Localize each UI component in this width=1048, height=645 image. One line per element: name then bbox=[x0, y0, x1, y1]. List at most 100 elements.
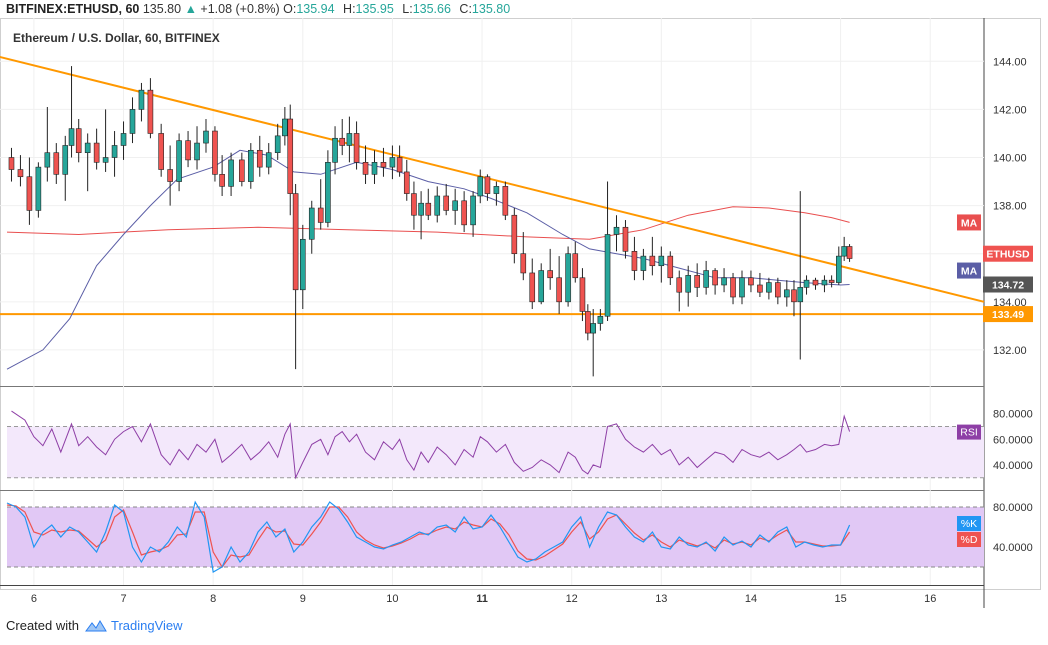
candle bbox=[622, 220, 629, 259]
stochastic-y-tick-label: 80.0000 bbox=[993, 502, 1033, 514]
price-label-box bbox=[957, 214, 981, 231]
candle-body bbox=[185, 140, 191, 161]
candle-body bbox=[502, 186, 509, 216]
candle-body bbox=[203, 130, 209, 144]
candle bbox=[371, 150, 378, 184]
stochastic-d-label: %D bbox=[961, 534, 978, 546]
candle-body bbox=[821, 279, 828, 286]
candle-body bbox=[565, 253, 571, 303]
candle bbox=[784, 280, 790, 307]
candle-body bbox=[484, 176, 491, 194]
candle bbox=[287, 104, 294, 216]
candle-body bbox=[511, 214, 518, 255]
x-tick-label: 12 bbox=[566, 593, 578, 605]
candle-body bbox=[520, 253, 527, 274]
open-label: O: bbox=[283, 2, 297, 16]
candle-body bbox=[434, 195, 441, 216]
price-label-ma: MA bbox=[961, 266, 978, 278]
candle-body bbox=[111, 145, 118, 158]
candle-body bbox=[176, 140, 182, 182]
price-label-box bbox=[983, 245, 1033, 262]
candle bbox=[44, 106, 51, 182]
candle-body bbox=[676, 277, 683, 293]
high-label: H: bbox=[343, 2, 356, 16]
candle-body bbox=[138, 89, 145, 110]
candle-body bbox=[292, 193, 299, 291]
chart-area[interactable]: 6 7 8 9 10 11 12 13 14 15 16 144.00 142.00 140.00 138.… bbox=[0, 18, 1048, 608]
candle bbox=[26, 157, 33, 225]
candle-body bbox=[622, 226, 629, 252]
candle bbox=[538, 263, 545, 305]
candle bbox=[803, 275, 810, 295]
candle-body bbox=[346, 133, 353, 146]
candle bbox=[120, 121, 127, 160]
candle bbox=[93, 128, 100, 170]
candle bbox=[757, 272, 763, 298]
candle-body bbox=[396, 157, 403, 173]
close-label: C: bbox=[459, 2, 472, 16]
candle-body bbox=[248, 149, 254, 182]
chart-title: Ethereum / U.S. Dollar, 60, BITFINEX bbox=[13, 31, 220, 45]
candle bbox=[730, 272, 736, 305]
candle-body bbox=[812, 279, 819, 286]
candle bbox=[841, 236, 847, 261]
candle-body bbox=[784, 289, 790, 298]
candle-body bbox=[556, 277, 562, 303]
candle-body bbox=[339, 137, 346, 146]
candle-body bbox=[62, 145, 69, 175]
candle-body bbox=[53, 152, 60, 175]
candle-body bbox=[256, 149, 263, 168]
created-with-label: Created with bbox=[6, 618, 79, 633]
candle bbox=[62, 135, 69, 201]
candle-body bbox=[775, 282, 781, 298]
stochastic-k-label-box bbox=[957, 516, 981, 531]
candle bbox=[35, 162, 42, 218]
candle bbox=[585, 304, 591, 341]
candle-body bbox=[93, 142, 100, 163]
candle-body bbox=[640, 255, 647, 271]
candle-body bbox=[791, 289, 797, 303]
candles-group bbox=[8, 66, 853, 377]
candle bbox=[812, 277, 819, 290]
x-tick-label: 9 bbox=[300, 593, 306, 605]
candle-body bbox=[572, 253, 579, 279]
candle-body bbox=[194, 142, 200, 161]
candle-body bbox=[371, 162, 378, 175]
candle bbox=[565, 246, 571, 307]
candle-body bbox=[228, 159, 234, 187]
candle bbox=[282, 106, 288, 146]
stochastic-band bbox=[7, 507, 984, 567]
trendline bbox=[0, 55, 985, 303]
candle bbox=[299, 224, 306, 310]
candle bbox=[721, 268, 727, 293]
candle bbox=[775, 277, 781, 305]
candle-body bbox=[389, 157, 396, 168]
candle-body bbox=[538, 270, 545, 303]
x-tick-label: 7 bbox=[120, 593, 126, 605]
candle bbox=[694, 263, 700, 298]
candle bbox=[138, 82, 145, 122]
candle bbox=[332, 126, 338, 175]
candle-body bbox=[703, 270, 709, 288]
candle-body bbox=[325, 162, 331, 223]
candle-body bbox=[274, 135, 281, 153]
candle bbox=[821, 275, 828, 293]
candle-body bbox=[841, 246, 847, 257]
x-tick-label: 14 bbox=[745, 593, 757, 605]
candle-body bbox=[739, 277, 745, 298]
candle-body bbox=[212, 130, 218, 175]
candle bbox=[292, 183, 299, 370]
candle bbox=[325, 150, 331, 228]
candle-body bbox=[585, 311, 591, 334]
candle bbox=[53, 143, 60, 184]
x-tick-label: 15 bbox=[834, 593, 846, 605]
candle-body bbox=[8, 157, 15, 170]
candle bbox=[547, 248, 553, 290]
candle-body bbox=[102, 157, 109, 163]
candle-body bbox=[579, 277, 586, 312]
candle bbox=[212, 126, 218, 182]
tradingview-brand[interactable]: TradingView bbox=[110, 618, 183, 633]
candle bbox=[631, 236, 638, 281]
stochastic-d-label-box bbox=[957, 532, 981, 547]
candle bbox=[203, 119, 209, 153]
